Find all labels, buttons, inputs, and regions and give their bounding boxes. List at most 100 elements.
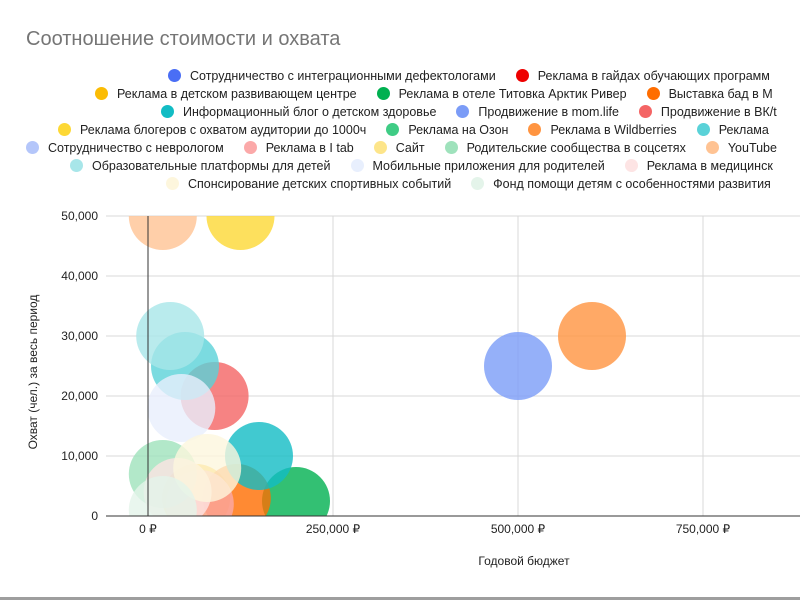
y-tick-label: 50,000: [61, 209, 98, 223]
bubble[interactable]: [558, 302, 626, 370]
legend-item[interactable]: Реклама: [696, 123, 769, 137]
legend-dot-icon: [696, 123, 710, 136]
bubble[interactable]: [225, 422, 293, 490]
bubble[interactable]: [128, 182, 197, 250]
bubbles: [128, 182, 626, 544]
legend-item[interactable]: Образовательные платформы для детей: [70, 159, 331, 173]
legend-item[interactable]: Реклама в медицинск: [624, 159, 773, 173]
x-tick-labels: 0 ₽ 250,000 ₽ 500,000 ₽ 750,000 ₽: [139, 522, 730, 536]
legend-item[interactable]: Продвижение в mom.life: [456, 105, 619, 119]
legend-label: Реклама в I tab: [265, 141, 354, 155]
legend-label: Реклама в детском развивающем центре: [117, 87, 357, 101]
legend-row-3: Информационный блог о детском здоровье Пр…: [161, 105, 797, 123]
legend-dot-icon: [26, 141, 39, 154]
legend-row-4: Реклама блогеров с охватом аудитории до …: [58, 123, 789, 141]
legend-item[interactable]: Реклама в I tab: [243, 141, 354, 155]
y-tick-label: 40,000: [61, 269, 98, 283]
legend-item[interactable]: Реклама в Wildberries: [528, 123, 677, 137]
legend-dot-icon: [350, 159, 364, 172]
legend-row-7: Спонсирование детских спортивных событий…: [166, 177, 791, 195]
legend-row-6: Образовательные платформы для детей Мобил…: [70, 159, 793, 177]
legend-item[interactable]: Реклама блогеров с охватом аудитории до …: [58, 123, 366, 137]
legend-item[interactable]: Сотрудничество с неврологом: [26, 141, 224, 155]
legend-item[interactable]: Информационный блог о детском здоровье: [161, 105, 436, 119]
legend-dot-icon: [705, 141, 719, 154]
axes: [106, 216, 800, 517]
legend-dot-icon: [624, 159, 638, 172]
bubble[interactable]: [136, 302, 205, 370]
legend-dot-icon: [471, 177, 485, 190]
legend-dot-icon: [528, 123, 542, 136]
legend-dot-icon: [243, 141, 257, 154]
legend-row-2: Реклама в детском развивающем центре Рекл…: [95, 87, 793, 105]
bubble[interactable]: [206, 182, 275, 250]
legend-label: Реклама в гайдах обучающих программ: [537, 69, 770, 83]
legend-item[interactable]: Реклама в отеле Титовка Арктик Ривер: [376, 87, 627, 101]
legend-dot-icon: [386, 123, 400, 136]
chart-title: Соотношение стоимости и охвата: [26, 28, 341, 50]
y-tick-label: 10,000: [61, 449, 98, 463]
legend-item[interactable]: YouTube: [705, 141, 777, 155]
legend-dot-icon: [95, 87, 108, 100]
bubble[interactable]: [147, 374, 216, 442]
x-axis-label: Годовой бюджет: [478, 554, 570, 568]
legend-label: Сотрудничество с интеграционными дефекто…: [190, 69, 496, 83]
legend-label: Реклама блогеров с охватом аудитории до …: [80, 123, 367, 137]
x-tick-label: 750,000 ₽: [676, 522, 731, 536]
legend-dot-icon: [168, 69, 181, 82]
y-axis-label: Охват (чел.) за весь период: [26, 294, 40, 450]
legend-label: Реклама в отеле Титовка Арктик Ривер: [398, 87, 627, 101]
legend-dot-icon: [456, 105, 470, 118]
legend-label: Спонсирование детских спортивных событий: [188, 177, 452, 191]
legend-label: Реклама: [718, 123, 769, 137]
legend-item[interactable]: Фонд помощи детям с особенностями развит…: [471, 177, 771, 191]
legend-item[interactable]: Сайт: [373, 141, 425, 155]
legend-dot-icon: [70, 159, 83, 172]
legend-dot-icon: [373, 141, 387, 154]
legend-item[interactable]: Родительские сообщества в соцсетях: [444, 141, 686, 155]
legend-label: Образовательные платформы для детей: [92, 159, 331, 173]
legend-item[interactable]: Реклама в детском развивающем центре: [95, 87, 357, 101]
legend-item[interactable]: Выставка бад в М: [646, 87, 773, 101]
x-tick-label: 0 ₽: [139, 522, 157, 536]
legend-label: Реклама в медицинск: [646, 159, 773, 173]
legend-label: Продвижение в mom.life: [478, 105, 619, 119]
y-tick-labels: 0 10,000 20,000 30,000 40,000 50,000: [61, 209, 98, 523]
legend-label: Реклама в Wildberries: [550, 123, 677, 137]
bubble[interactable]: [484, 332, 552, 400]
legend-item[interactable]: Реклама на Озон: [386, 123, 508, 137]
y-tick-label: 30,000: [61, 329, 98, 343]
legend-row-1: Сотрудничество с интеграционными дефекто…: [168, 69, 790, 87]
legend-dot-icon: [58, 123, 71, 136]
legend-label: Фонд помощи детям с особенностями развит…: [493, 177, 771, 191]
legend-label: Продвижение в ВК/t: [660, 105, 777, 119]
legend-item[interactable]: Спонсирование детских спортивных событий: [166, 177, 451, 191]
legend-row-5: Сотрудничество с неврологом Реклама в I t…: [26, 141, 797, 159]
legend-label: Сайт: [395, 141, 425, 155]
bubble[interactable]: [128, 476, 197, 544]
y-tick-label: 20,000: [61, 389, 98, 403]
legend-dot-icon: [515, 69, 529, 82]
legend-item[interactable]: Мобильные приложения для родителей: [350, 159, 605, 173]
legend: Сотрудничество с интеграционными дефекто…: [0, 66, 800, 196]
legend-dot-icon: [646, 87, 660, 100]
legend-label: Родительские сообщества в соцсетях: [466, 141, 686, 155]
bubble[interactable]: [173, 434, 242, 502]
legend-dot-icon: [638, 105, 652, 118]
legend-item[interactable]: Реклама в гайдах обучающих программ: [515, 69, 770, 83]
legend-label: Реклама на Озон: [408, 123, 509, 137]
x-tick-label: 500,000 ₽: [491, 522, 546, 536]
scrollbar[interactable]: [0, 597, 800, 600]
legend-label: YouTube: [727, 141, 777, 155]
legend-item[interactable]: Продвижение в ВК/t: [638, 105, 777, 119]
legend-label: Мобильные приложения для родителей: [372, 159, 605, 173]
legend-item[interactable]: Сотрудничество с интеграционными дефекто…: [168, 69, 496, 83]
legend-dot-icon: [376, 87, 390, 100]
legend-label: Выставка бад в М: [668, 87, 773, 101]
y-tick-label: 0: [91, 509, 98, 523]
legend-dot-icon: [166, 177, 179, 190]
legend-dot-icon: [444, 141, 458, 154]
legend-label: Информационный блог о детском здоровье: [183, 105, 437, 119]
legend-dot-icon: [161, 105, 174, 118]
